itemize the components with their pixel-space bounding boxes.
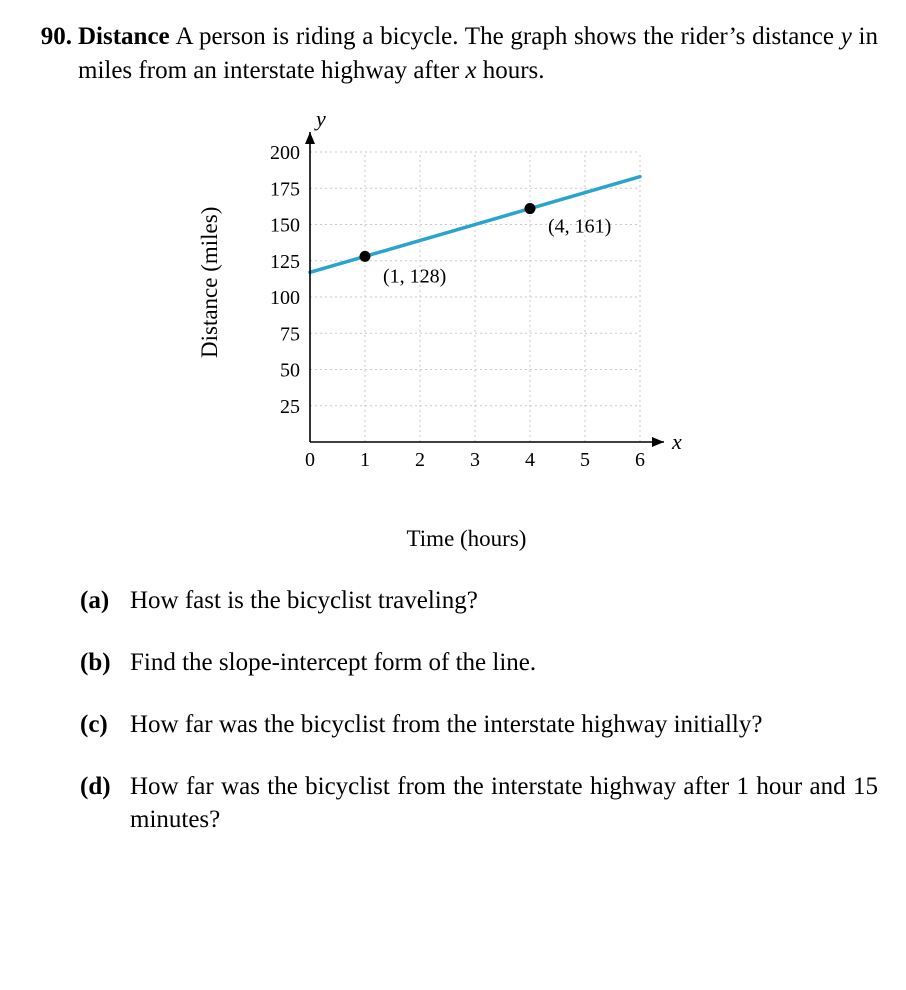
chart-column: (1, 128) (4, 161) 0 1 2 3 4 5 6 25 50 75 100 125 150 17… [232, 112, 702, 555]
sub-a-label: (a) [80, 584, 130, 618]
svg-text:1: 1 [360, 449, 370, 471]
sub-b-label: (b) [80, 646, 130, 680]
svg-text:4: 4 [525, 449, 535, 471]
sub-d: (d) How far was the bicyclist from the i… [80, 770, 878, 838]
svg-text:2: 2 [415, 449, 425, 471]
problem-text-3: hours. [476, 57, 544, 84]
variable-y: y [841, 23, 852, 50]
sub-b: (b) Find the slope-intercept form of the… [80, 646, 878, 680]
svg-text:y: y [314, 112, 326, 131]
svg-text:25: 25 [280, 395, 300, 417]
problem-body: DistanceA person is riding a bicycle. Th… [78, 20, 878, 88]
problem-statement: 90. DistanceA person is riding a bicycle… [18, 20, 878, 88]
y-axis-label: Distance (miles) [194, 152, 225, 412]
svg-text:x: x [671, 429, 682, 454]
sub-c-text: How far was the bicyclist from the inter… [130, 708, 878, 742]
svg-text:150: 150 [270, 214, 300, 236]
svg-text:6: 6 [635, 449, 645, 471]
svg-text:5: 5 [580, 449, 590, 471]
subquestions: (a) How fast is the bicyclist traveling?… [18, 584, 878, 837]
sub-d-text: How far was the bicyclist from the inter… [130, 770, 878, 838]
svg-text:(1, 128): (1, 128) [383, 265, 446, 287]
svg-text:200: 200 [270, 142, 300, 164]
sub-b-text: Find the slope-intercept form of the lin… [130, 646, 878, 680]
variable-x: x [465, 57, 476, 84]
svg-text:50: 50 [280, 359, 300, 381]
chart-area: Distance (miles) (1, 128) (4, 161) 0 1 2 3 4 5 6… [18, 112, 878, 555]
svg-text:175: 175 [270, 178, 300, 200]
sub-c: (c) How far was the bicyclist from the i… [80, 708, 878, 742]
svg-text:75: 75 [280, 323, 300, 345]
problem-title: Distance [78, 23, 170, 50]
x-axis-label: Time (hours) [232, 523, 702, 554]
sub-c-label: (c) [80, 708, 130, 742]
problem-text-1: A person is riding a bicycle. The graph … [176, 23, 841, 50]
svg-text:3: 3 [470, 449, 480, 471]
svg-text:125: 125 [270, 250, 300, 272]
sub-a: (a) How fast is the bicyclist traveling? [80, 584, 878, 618]
sub-a-text: How fast is the bicyclist traveling? [130, 584, 878, 618]
line-chart: (1, 128) (4, 161) 0 1 2 3 4 5 6 25 50 75 100 125 150 17… [232, 112, 702, 512]
svg-text:100: 100 [270, 287, 300, 309]
sub-d-label: (d) [80, 770, 130, 838]
problem-number: 90. [18, 20, 78, 88]
svg-text:(4, 161): (4, 161) [548, 215, 611, 237]
svg-text:0: 0 [305, 449, 315, 471]
